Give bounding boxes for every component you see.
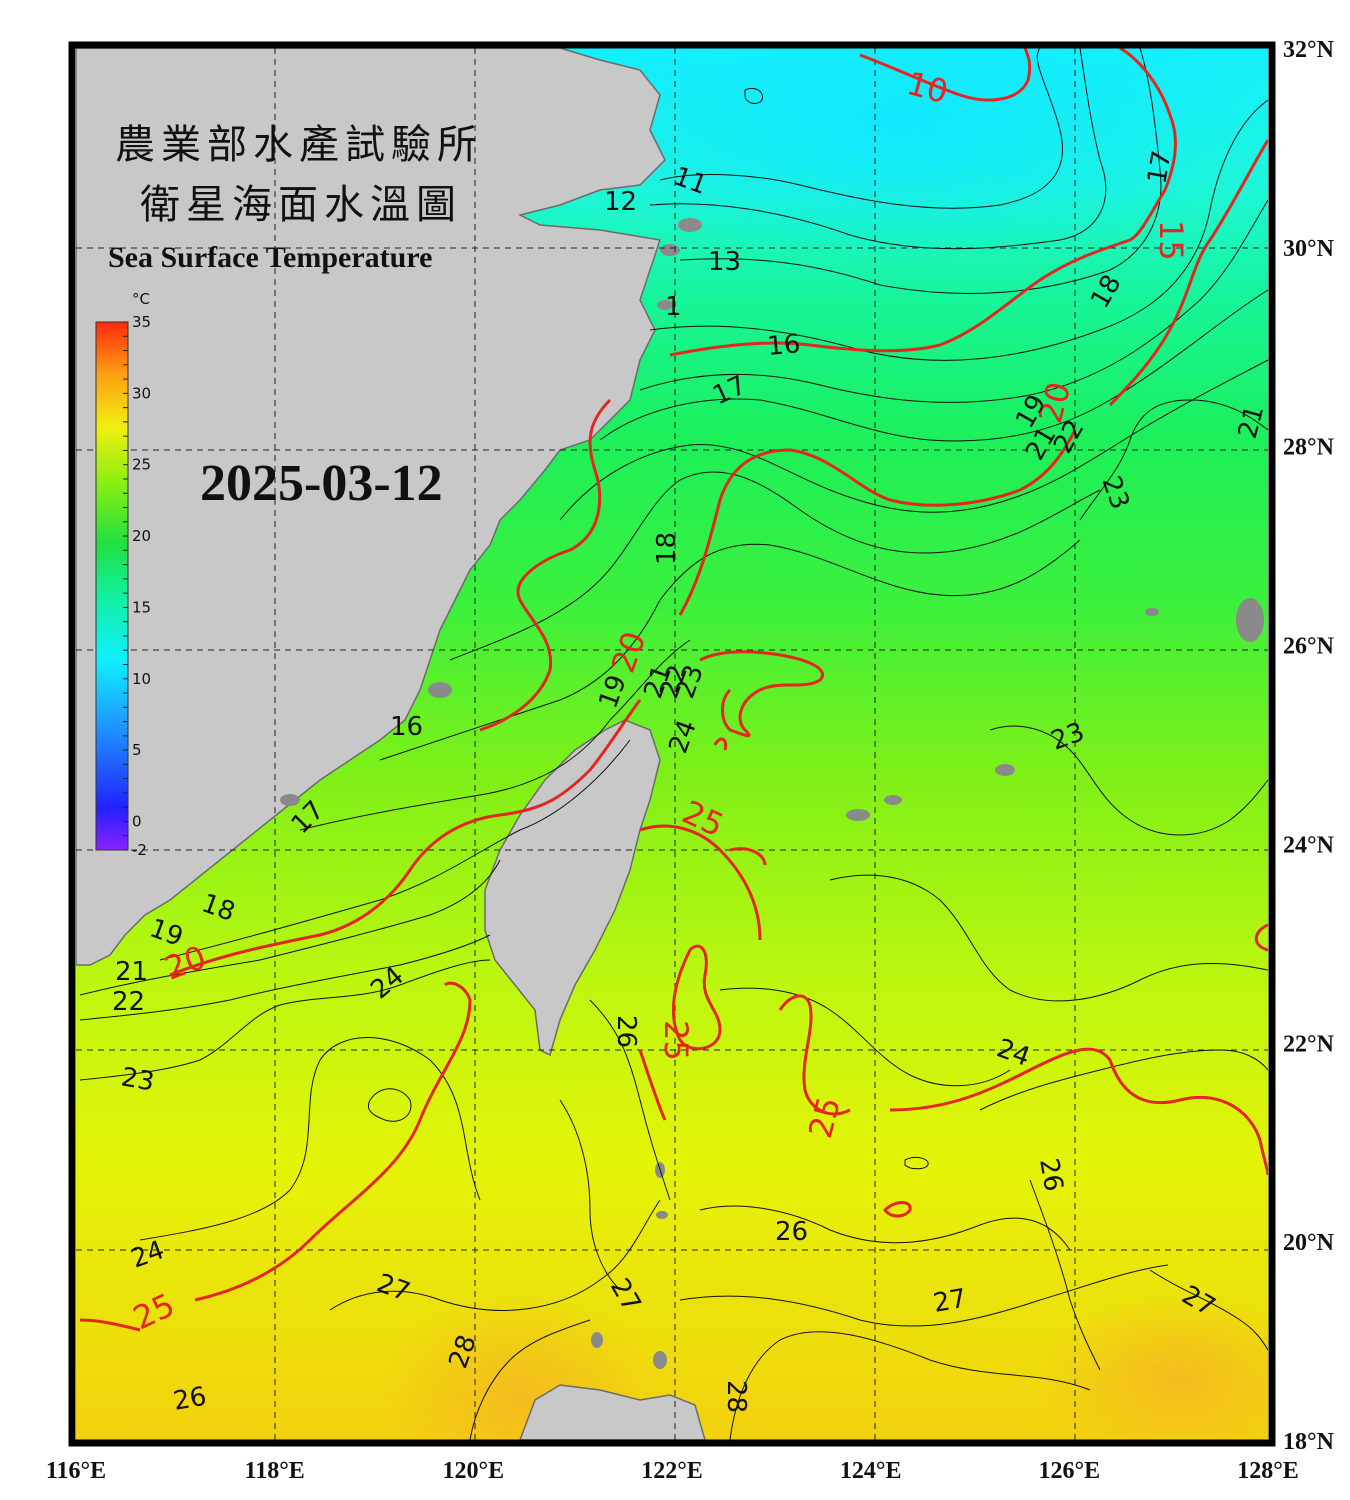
graticule	[76, 48, 1268, 1440]
isotherm-25-east-edge	[1254, 923, 1268, 952]
latitude-label: 32°N	[1283, 37, 1335, 63]
isotherm-label: 21	[115, 957, 148, 987]
luzon-island	[519, 1384, 706, 1440]
latitude-label: 20°N	[1283, 1230, 1335, 1256]
longitude-label: 118°E	[245, 1458, 305, 1484]
latitude-label: 24°N	[1283, 832, 1335, 858]
sea-surface: 10 15 20 20 20 25 25 25 25 11 12 13 1 16…	[76, 48, 1271, 1440]
latitude-label: 22°N	[1283, 1031, 1335, 1057]
title-line1: 農業部水產試驗所	[115, 122, 483, 168]
isotherm-label: 26	[1033, 1156, 1068, 1194]
latitude-labels: 32°N 30°N 28°N 26°N 24°N 22°N 20°N 18°N	[1283, 37, 1335, 1455]
isotherm-25-sw-patch	[638, 1049, 667, 1121]
isotherm-10	[859, 48, 1032, 102]
isotherm-25-main	[194, 981, 472, 1302]
isotherm-label: 25	[657, 1020, 695, 1061]
isotherm-label: 15	[1152, 220, 1190, 261]
isotherm-label: 26	[611, 1015, 641, 1048]
latitude-label: 28°N	[1283, 435, 1335, 461]
isotherm-25-east	[699, 650, 824, 738]
isotherm-label: 28	[721, 1380, 751, 1413]
title-line2: 衛星海面水溫圖	[140, 182, 462, 228]
colorbar-tick-label: 35	[132, 313, 151, 331]
isotherm-label: 13	[708, 247, 741, 277]
isotherm-label: 16	[766, 329, 802, 362]
isotherm-25-small	[713, 737, 728, 751]
china-mainland	[76, 48, 666, 966]
latitude-label: 30°N	[1283, 236, 1335, 262]
isotherm-25-taiwan	[639, 824, 762, 941]
colorbar-tick-label: 20	[132, 527, 151, 545]
isotherm-label: 21	[1233, 402, 1271, 442]
longitude-label: 120°E	[443, 1458, 505, 1484]
isotherm-15	[1119, 48, 1177, 242]
map-frame	[68, 41, 1276, 1447]
colorbar-unit: °C	[132, 290, 150, 308]
isotherm-25-south	[671, 944, 722, 1051]
longitude-label: 116°E	[46, 1458, 106, 1484]
isotherm-15b	[669, 238, 1131, 357]
colorbar-tick-label: 10	[132, 670, 151, 688]
minor-isotherms	[79, 48, 1268, 1440]
isotherm-label: 1	[665, 292, 682, 322]
colorbar-tick-label: 25	[132, 456, 151, 474]
isotherm-25-west	[79, 1318, 141, 1332]
latitude-label: 18°N	[1283, 1429, 1335, 1455]
colorbar-tick-label: -2	[132, 841, 147, 859]
isotherm-label: 16	[390, 712, 423, 742]
isotherm-20-north	[1108, 139, 1268, 407]
isotherm-label: 27	[931, 1284, 969, 1319]
isotherm-label: 23	[119, 1062, 157, 1097]
isotherm-label: 26	[775, 1217, 808, 1247]
longitude-label: 128°E	[1237, 1458, 1299, 1484]
major-isotherms	[79, 48, 1268, 1332]
longitude-label: 126°E	[1039, 1458, 1101, 1484]
isotherm-label: 26	[171, 1382, 209, 1417]
longitude-label: 124°E	[840, 1458, 902, 1484]
colorbar-tick-label: 15	[132, 598, 151, 616]
isotherm-20-coast	[479, 398, 612, 732]
colorbar-tick-label: 30	[132, 384, 151, 402]
colorbar-scale	[95, 321, 129, 851]
isotherm-label: 22	[112, 987, 145, 1017]
isotherm-label: 17	[1142, 148, 1177, 186]
colorbar: °C 35 30 25 20 15 10 5 0 -2	[95, 290, 151, 859]
latitude-label: 26°N	[1283, 634, 1335, 660]
longitude-label: 122°E	[641, 1458, 703, 1484]
isotherm-25-se	[778, 994, 851, 1116]
title-english: Sea Surface Temperature	[108, 241, 432, 274]
isotherm-25-far-se	[889, 1047, 1268, 1176]
isotherm-20-mid	[678, 429, 1077, 616]
isotherm-label: 18	[652, 532, 682, 565]
colorbar-tick-label: 5	[132, 741, 142, 759]
colorbar-tick-label: 0	[132, 812, 142, 830]
isotherm-label: 12	[604, 187, 637, 217]
isotherm-25-small2	[883, 1201, 912, 1218]
longitude-labels: 116°E 118°E 120°E 122°E 124°E 126°E 128°E	[46, 1458, 1299, 1484]
date-label: 2025-03-12	[200, 455, 443, 512]
isotherm-20-sw	[169, 699, 642, 977]
isotherm-25-loop	[729, 847, 767, 866]
